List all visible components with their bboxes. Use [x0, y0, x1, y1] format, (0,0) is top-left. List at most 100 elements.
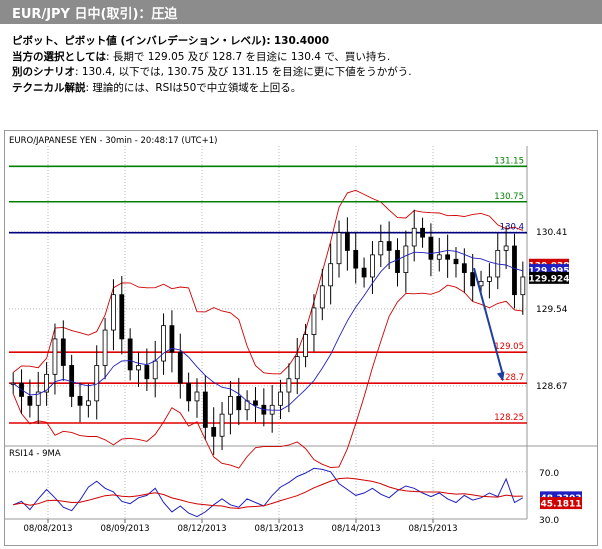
rsi-label: RSI14 - 9MA — [9, 449, 61, 459]
candle-body — [27, 396, 33, 406]
candle-body — [378, 241, 384, 256]
level-label-pivot: 130.4 — [500, 223, 524, 233]
candle-body — [161, 325, 166, 362]
preferred-label: 当方の選択としては — [12, 50, 106, 63]
candle-body — [420, 227, 425, 238]
level-label-support: 128.7 — [500, 373, 524, 383]
pivot-value: 130.4000 — [273, 35, 330, 47]
candle-body — [136, 365, 141, 371]
candle-body — [119, 294, 125, 340]
candle-body — [328, 263, 334, 287]
candle-body — [445, 254, 451, 260]
candle-body — [144, 365, 150, 380]
date-label: 08/14/2013 — [332, 524, 381, 534]
candle-body — [411, 227, 417, 247]
technical-text: : 理論的には、RSIは50で中立領域を上回る。 — [85, 81, 302, 94]
date-label: 08/09/2013 — [101, 524, 150, 534]
preferred-line: 当方の選択としては: 長期で 129.05 及び 128.7 を目途に 130.… — [12, 50, 412, 66]
date-label: 08/15/2013 — [409, 524, 458, 534]
price-tag-label: 129.995 — [529, 267, 570, 277]
candle-body — [94, 365, 100, 402]
pivot-label: ピボット、ピボット値 (インバレデーション・レベル): — [12, 35, 271, 47]
price-tick-label: 129.54 — [536, 305, 568, 315]
candle-body — [487, 276, 492, 282]
level-label-resistance: 131.15 — [494, 156, 524, 166]
candle-body — [336, 232, 342, 265]
candle-body — [512, 245, 517, 296]
candle-body — [395, 250, 400, 273]
candle-body — [319, 285, 325, 309]
candle-body — [111, 294, 116, 331]
rsi-tick-label: 30.0 — [539, 516, 559, 526]
pivot-line: ピボット、ピボット値 (インバレデーション・レベル): 130.4000 — [12, 34, 412, 50]
level-label-support: 129.05 — [494, 342, 524, 352]
level-label-resistance: 130.75 — [494, 192, 524, 202]
title-bar: EUR/JPY 日中(取引)：圧迫 — [0, 0, 602, 24]
alternative-line: 別のシナリオ: 130.4, 以下では, 130.75 及び 131.15 を目… — [12, 65, 412, 81]
candle-body — [202, 391, 208, 428]
page-title: EUR/JPY 日中(取引)：圧迫 — [12, 7, 178, 22]
price-candles — [10, 209, 526, 455]
bollinger-lower — [12, 284, 523, 469]
technical-line: テクニカル解説: 理論的には、RSIは50で中立領域を上回る。 — [12, 81, 412, 97]
date-label: 08/12/2013 — [178, 524, 227, 534]
candle-body — [219, 413, 225, 437]
candle-body — [102, 329, 108, 366]
candle-body — [10, 382, 16, 385]
candle-body — [228, 396, 233, 415]
moving-average-line — [12, 249, 523, 411]
candle-body — [461, 263, 467, 273]
candle-body — [303, 334, 308, 358]
bollinger-bands — [12, 189, 523, 469]
candle-body — [60, 338, 66, 366]
moving-average — [12, 249, 523, 411]
analysis-notes: ピボット、ピボット値 (インバレデーション・レベル): 130.4000 当方の… — [12, 34, 412, 96]
candle-body — [470, 272, 476, 287]
candle-body — [35, 391, 41, 406]
candle-body — [286, 378, 292, 393]
candle-body — [211, 427, 217, 437]
candle-body — [520, 276, 526, 296]
forecast-arrow — [473, 267, 505, 382]
candle-body — [311, 307, 317, 335]
rsi-tag-bg — [540, 497, 582, 510]
candle-body — [194, 391, 200, 402]
grid-lines — [5, 146, 598, 447]
candle-body — [236, 396, 242, 411]
instrument-label: EURO/JAPANESE YEN - 30min - 20:48:17 (UT… — [9, 136, 217, 146]
candle-body — [428, 236, 434, 260]
candle-body — [186, 382, 192, 402]
alternative-text: : 130.4, 以下では, 130.75 及び 131.15 を目途に更に下値… — [75, 66, 412, 78]
candle-body — [453, 258, 459, 265]
price-tick-label: 128.67 — [536, 382, 568, 392]
alternative-label: 別のシナリオ — [12, 66, 75, 78]
candle-body — [386, 241, 392, 251]
forecast-arrow-shaft — [473, 267, 504, 376]
forecast-arrow-head — [496, 371, 505, 382]
price-levels: 131.15 130.75 130.4 129.05 128.7 128.25 — [9, 156, 527, 424]
candle-body — [177, 351, 183, 384]
candle-body — [503, 245, 509, 251]
candle-body — [361, 267, 367, 278]
candle-body — [344, 232, 350, 251]
candle-body — [370, 254, 375, 278]
rsi-tick-label: 70.0 — [539, 469, 559, 479]
candle-body — [294, 356, 300, 380]
date-label: 08/13/2013 — [255, 524, 304, 534]
candle-body — [127, 338, 133, 371]
bollinger-upper — [12, 189, 523, 375]
rsi-tag-label: 45.1811 — [541, 500, 582, 510]
technical-label: テクニカル解説 — [12, 81, 86, 94]
candle-body — [253, 400, 258, 406]
level-label-support: 128.25 — [494, 413, 524, 423]
candle-body — [152, 360, 158, 380]
candle-body — [436, 254, 442, 260]
candle-body — [478, 280, 484, 287]
candle-body — [278, 391, 283, 406]
chart-frame — [4, 130, 598, 546]
preferred-text: : 長期で 129.05 及び 128.7 を目途に 130.4 で、買い持ち. — [105, 50, 391, 63]
candle-body — [353, 250, 359, 269]
price-tick-label: 130.41 — [536, 228, 568, 238]
